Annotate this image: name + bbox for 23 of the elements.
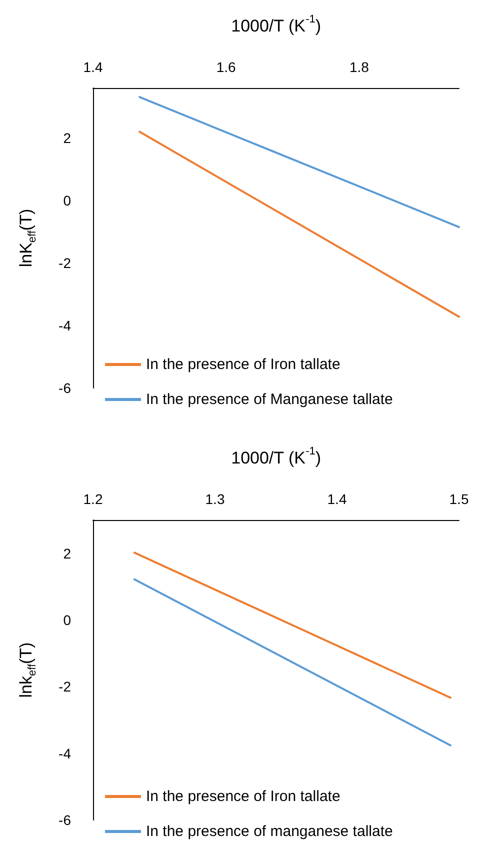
legend-label: In the presence of Iron tallate	[146, 788, 340, 805]
y-tick-label: -2	[58, 255, 72, 271]
x-tick-label: 1.6	[216, 59, 236, 75]
legend-label: In the presence of Iron tallate	[146, 356, 340, 373]
y-tick-label: 0	[63, 192, 72, 208]
y-tick-label: -4	[58, 745, 72, 762]
y-tick-label: -4	[58, 318, 72, 334]
y-axis-title: lnKeff(T)	[16, 208, 38, 268]
legend-label: In the presence of manganese tallate	[146, 823, 393, 840]
x-tick-label: 1.4	[83, 59, 103, 75]
y-tick-label: -6	[58, 812, 72, 828]
y-axis-title: lnkeff(T)	[16, 642, 38, 698]
x-tick-label: 1.2	[83, 491, 103, 507]
y-tick-label: -6	[58, 380, 72, 396]
x-tick-label: 1.4	[327, 491, 347, 507]
y-tick-label: -2	[58, 678, 72, 695]
x-tick-label: 1.8	[349, 59, 370, 75]
y-tick-label: 0	[63, 612, 72, 628]
y-tick-label: 2	[63, 130, 72, 146]
legend-label: In the presence of Manganese tallate	[146, 391, 393, 408]
x-tick-label: 1.5	[449, 491, 469, 507]
y-tick-label: 2	[63, 545, 72, 562]
x-tick-label: 1.3	[205, 491, 225, 507]
